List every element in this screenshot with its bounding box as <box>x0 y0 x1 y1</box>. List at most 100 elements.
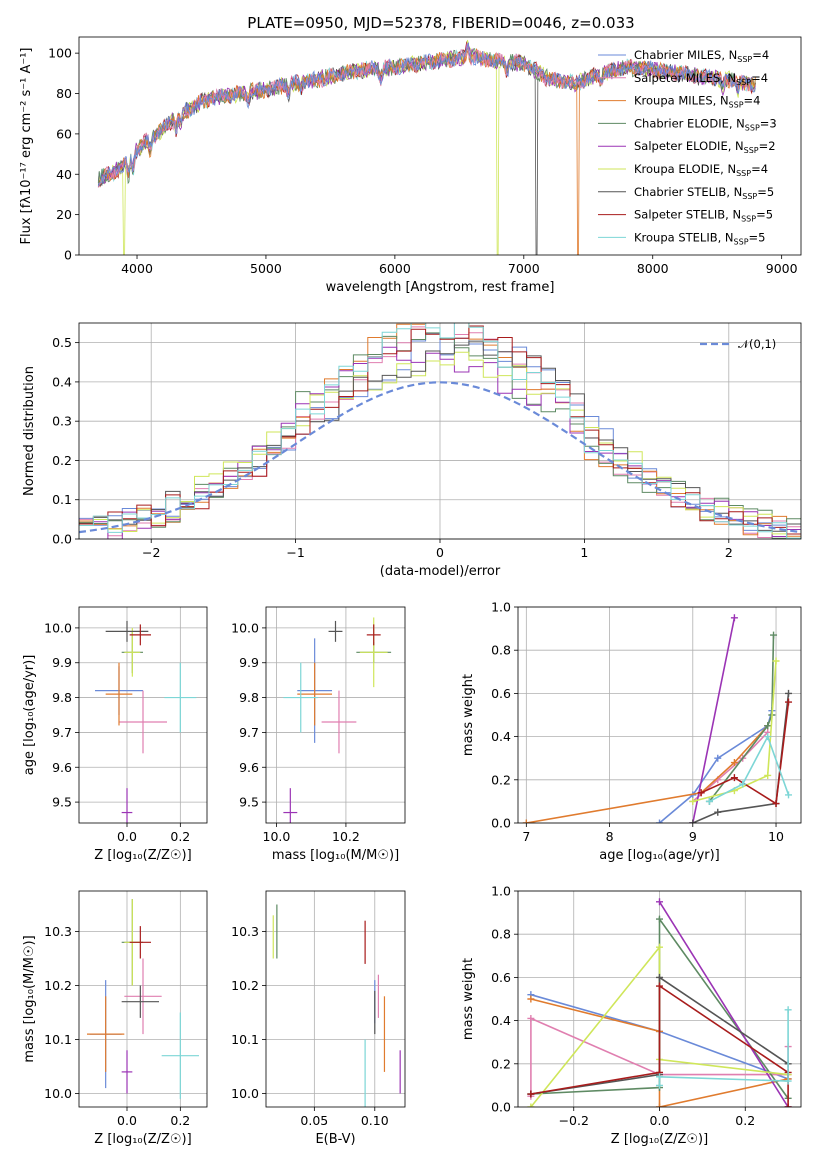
errorbar-point <box>328 620 343 642</box>
x-tick-label: 0.0 <box>117 1113 137 1128</box>
y-tick-label: 0.4 <box>491 1013 511 1028</box>
legend-entry: Kroupa STELIB, NSSP=5 <box>598 230 765 246</box>
axes-frame <box>517 606 802 824</box>
y-tick-label: 10.2 <box>231 978 259 993</box>
errorbar-point <box>283 662 319 733</box>
y-tick-label: 9.8 <box>52 690 72 705</box>
weight-marker <box>697 789 705 797</box>
legend-entry: Chabrier STELIB, NSSP=5 <box>598 185 774 201</box>
x-tick-label: −1 <box>286 545 304 560</box>
x-axis-label: E(B-V) <box>315 1132 355 1147</box>
y-tick-label: 10.3 <box>231 924 259 939</box>
weight-vs-age-panel: 7 8 9 10 0.0 0.2 0.4 0.6 0.8 1.0 age [log₁₀(age/yr… <box>461 600 802 863</box>
weight-line <box>526 725 769 823</box>
axes-frame <box>78 36 802 256</box>
y-tick-label: 9.8 <box>239 690 259 705</box>
weight-marker <box>784 1077 792 1085</box>
y-axis-label: mass [log₁₀(M/M☉)] <box>22 935 37 1062</box>
age-vs-Z-marks <box>95 620 197 823</box>
y-tick-label: 9.6 <box>52 760 72 775</box>
weight-marker <box>656 943 663 951</box>
weight-marker <box>772 657 780 665</box>
legend-label: Kroupa STELIB, NSSP=5 <box>634 230 765 246</box>
weight-marker <box>522 819 530 823</box>
legend-label: Salpeter MILES, NSSP=4 <box>634 71 768 87</box>
mass-vs-ebv-axes: 0.05 0.10 10.0 10.1 10.2 10.3 E(B-V) <box>231 890 406 1147</box>
y-tick-label: 0 <box>64 248 72 263</box>
y-tick-label: 10.2 <box>44 978 72 993</box>
x-tick-label: 0.2 <box>735 1113 755 1128</box>
x-tick-label: 9000 <box>766 261 798 276</box>
weight-marker <box>730 774 738 782</box>
y-tick-label: 60 <box>56 126 72 141</box>
axes-frame <box>78 606 208 824</box>
weight-marker <box>656 1073 663 1081</box>
axes-frame <box>78 322 802 540</box>
legend-label: Chabrier MILES, NSSP=4 <box>634 48 769 64</box>
y-tick-label: 0.1 <box>52 492 72 507</box>
errorbar-point <box>321 690 357 754</box>
spectrum-panel: 4000 5000 6000 7000 8000 9000 0 20 40 60 80 100 wave… <box>19 36 802 295</box>
age-vs-Z-panel: 0.0 0.2 9.5 9.6 9.7 9.8 9.9 10.0 Z [log₁₀(Z/Z☉)]… <box>22 606 208 863</box>
y-tick-label: 10.3 <box>44 924 72 939</box>
spectrum-axes: 4000 5000 6000 7000 8000 9000 0 20 40 60 80 100 wave… <box>19 36 802 295</box>
y-tick-label: 9.6 <box>239 760 259 775</box>
weight-marker <box>527 1090 535 1098</box>
y-tick-label: 1.0 <box>491 884 511 899</box>
y-axis-label: mass weight <box>461 958 476 1040</box>
weight-marker <box>739 780 747 788</box>
errorbar-point <box>105 620 149 642</box>
weight-line <box>692 617 736 823</box>
age-vs-Z-axes: 0.0 0.2 9.5 9.6 9.7 9.8 9.9 10.0 Z [log₁₀(Z/Z☉)]… <box>22 606 208 863</box>
x-tick-label: 0.0 <box>117 829 137 844</box>
weight-marker <box>714 808 722 816</box>
weight-marker <box>772 800 780 808</box>
errorbar-point <box>119 690 167 754</box>
weight-marker <box>784 1006 792 1014</box>
mass-vs-ebv-panel: 0.05 0.10 10.0 10.1 10.2 10.3 E(B-V) <box>231 890 406 1147</box>
y-tick-label: 0.3 <box>52 414 72 429</box>
weight-marker <box>764 771 772 779</box>
y-tick-label: 0.2 <box>491 772 511 787</box>
y-axis-label: mass weight <box>461 674 476 756</box>
spectrum-marks <box>97 39 756 255</box>
weight-line <box>692 660 777 803</box>
errorbar-point <box>105 662 133 726</box>
y-axis-label: age [log₁₀(age/yr)] <box>22 655 37 776</box>
errorbar-point <box>121 788 133 823</box>
legend-label: Salpeter STELIB, NSSP=5 <box>634 208 773 224</box>
weight-marker <box>527 1014 535 1022</box>
x-tick-label: 5000 <box>250 261 282 276</box>
y-tick-label: 0.0 <box>491 816 511 831</box>
y-tick-label: 0.4 <box>52 374 72 389</box>
y-tick-label: 9.5 <box>52 795 72 810</box>
errorbar-point <box>164 662 197 733</box>
y-tick-label: 80 <box>56 86 72 101</box>
y-tick-label: 0.5 <box>52 335 72 350</box>
legend-entry: Kroupa MILES, NSSP=4 <box>598 94 760 110</box>
weight-marker <box>770 631 778 639</box>
x-tick-label: 0.10 <box>361 1113 389 1128</box>
weight-marker <box>785 791 793 799</box>
axes-frame <box>265 606 406 824</box>
legend-label: Kroupa ELODIE, NSSP=4 <box>634 162 768 178</box>
mass-vs-Z-panel: 0.0 0.2 10.0 10.1 10.2 10.3 Z [log₁₀(Z/Z☉)] mas… <box>22 890 208 1147</box>
y-tick-label: 10.0 <box>44 620 72 635</box>
axes-frame <box>78 890 208 1108</box>
x-tick-label: 7 <box>522 829 530 844</box>
y-tick-label: 0.0 <box>491 1100 511 1115</box>
errorbar-point <box>129 624 151 646</box>
x-tick-label: 8 <box>606 829 614 844</box>
x-tick-label: 4000 <box>121 261 153 276</box>
gaussian-curve <box>79 381 801 534</box>
weight-marker <box>784 1103 792 1107</box>
weight-marker <box>656 973 663 981</box>
y-tick-label: 100 <box>48 46 72 61</box>
x-axis-label: (data-model)/error <box>380 564 501 579</box>
legend-label: Chabrier STELIB, NSSP=5 <box>634 185 774 201</box>
errorbar-point <box>121 1050 133 1094</box>
mass-vs-Z-axes: 0.0 0.2 10.0 10.1 10.2 10.3 Z [log₁₀(Z/Z☉)] mas… <box>22 890 208 1147</box>
weight-marker <box>764 722 772 730</box>
legend-entry: Salpeter MILES, NSSP=4 <box>598 71 768 87</box>
